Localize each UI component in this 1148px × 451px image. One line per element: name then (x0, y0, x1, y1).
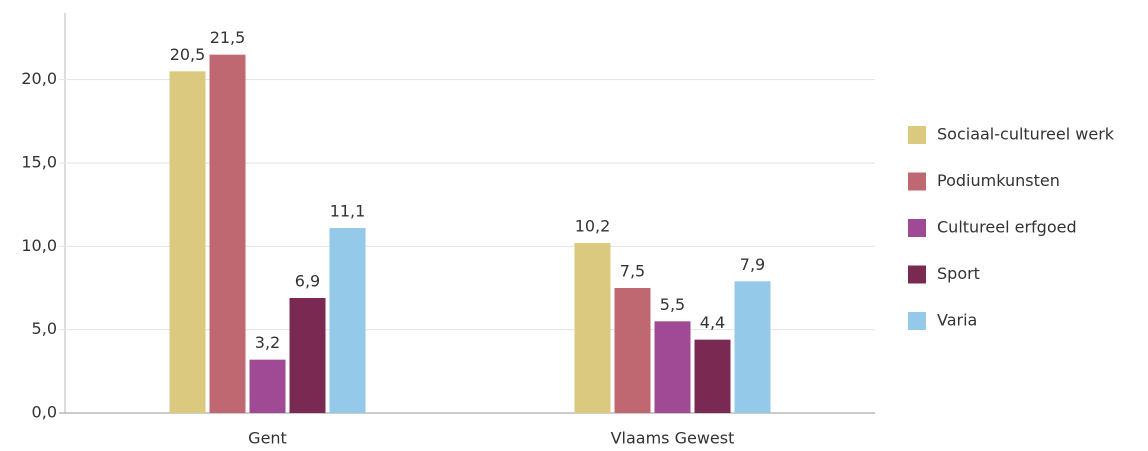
legend-swatch (908, 312, 926, 330)
value-label: 20,5 (170, 45, 206, 64)
bar (249, 359, 286, 413)
legend-label: Sociaal-cultureel werk (937, 125, 1115, 144)
legend-label: Sport (937, 264, 980, 283)
y-tick-label: 20,0 (21, 69, 57, 88)
value-label: 10,2 (575, 217, 611, 236)
value-label: 7,9 (740, 255, 765, 274)
value-label: 3,2 (255, 333, 280, 352)
y-tick-label: 0,0 (32, 403, 57, 422)
legend-swatch (908, 219, 926, 237)
legend-label: Varia (937, 311, 977, 330)
value-label: 4,4 (700, 313, 725, 332)
legend-label: Cultureel erfgoed (937, 218, 1077, 237)
bar (694, 339, 731, 413)
bar (654, 321, 691, 413)
value-label: 7,5 (620, 262, 645, 281)
legend-label: Podiumkunsten (937, 171, 1060, 190)
legend-swatch (908, 172, 926, 191)
value-label: 5,5 (660, 295, 685, 314)
x-tick-label: Vlaams Gewest (611, 429, 735, 448)
legend-swatch (908, 265, 926, 284)
bar (169, 71, 206, 413)
bar (614, 288, 651, 413)
x-tick-label: Gent (248, 429, 287, 448)
bar (329, 228, 366, 413)
bar (209, 54, 246, 414)
y-tick-label: 5,0 (32, 319, 57, 338)
value-label: 21,5 (210, 28, 246, 47)
bar (289, 298, 326, 413)
value-label: 6,9 (295, 272, 320, 291)
y-tick-label: 10,0 (21, 236, 57, 255)
y-tick-label: 15,0 (21, 153, 57, 172)
bar (734, 281, 771, 413)
legend-swatch (908, 126, 926, 144)
bar (574, 243, 611, 413)
value-label: 11,1 (330, 202, 366, 221)
